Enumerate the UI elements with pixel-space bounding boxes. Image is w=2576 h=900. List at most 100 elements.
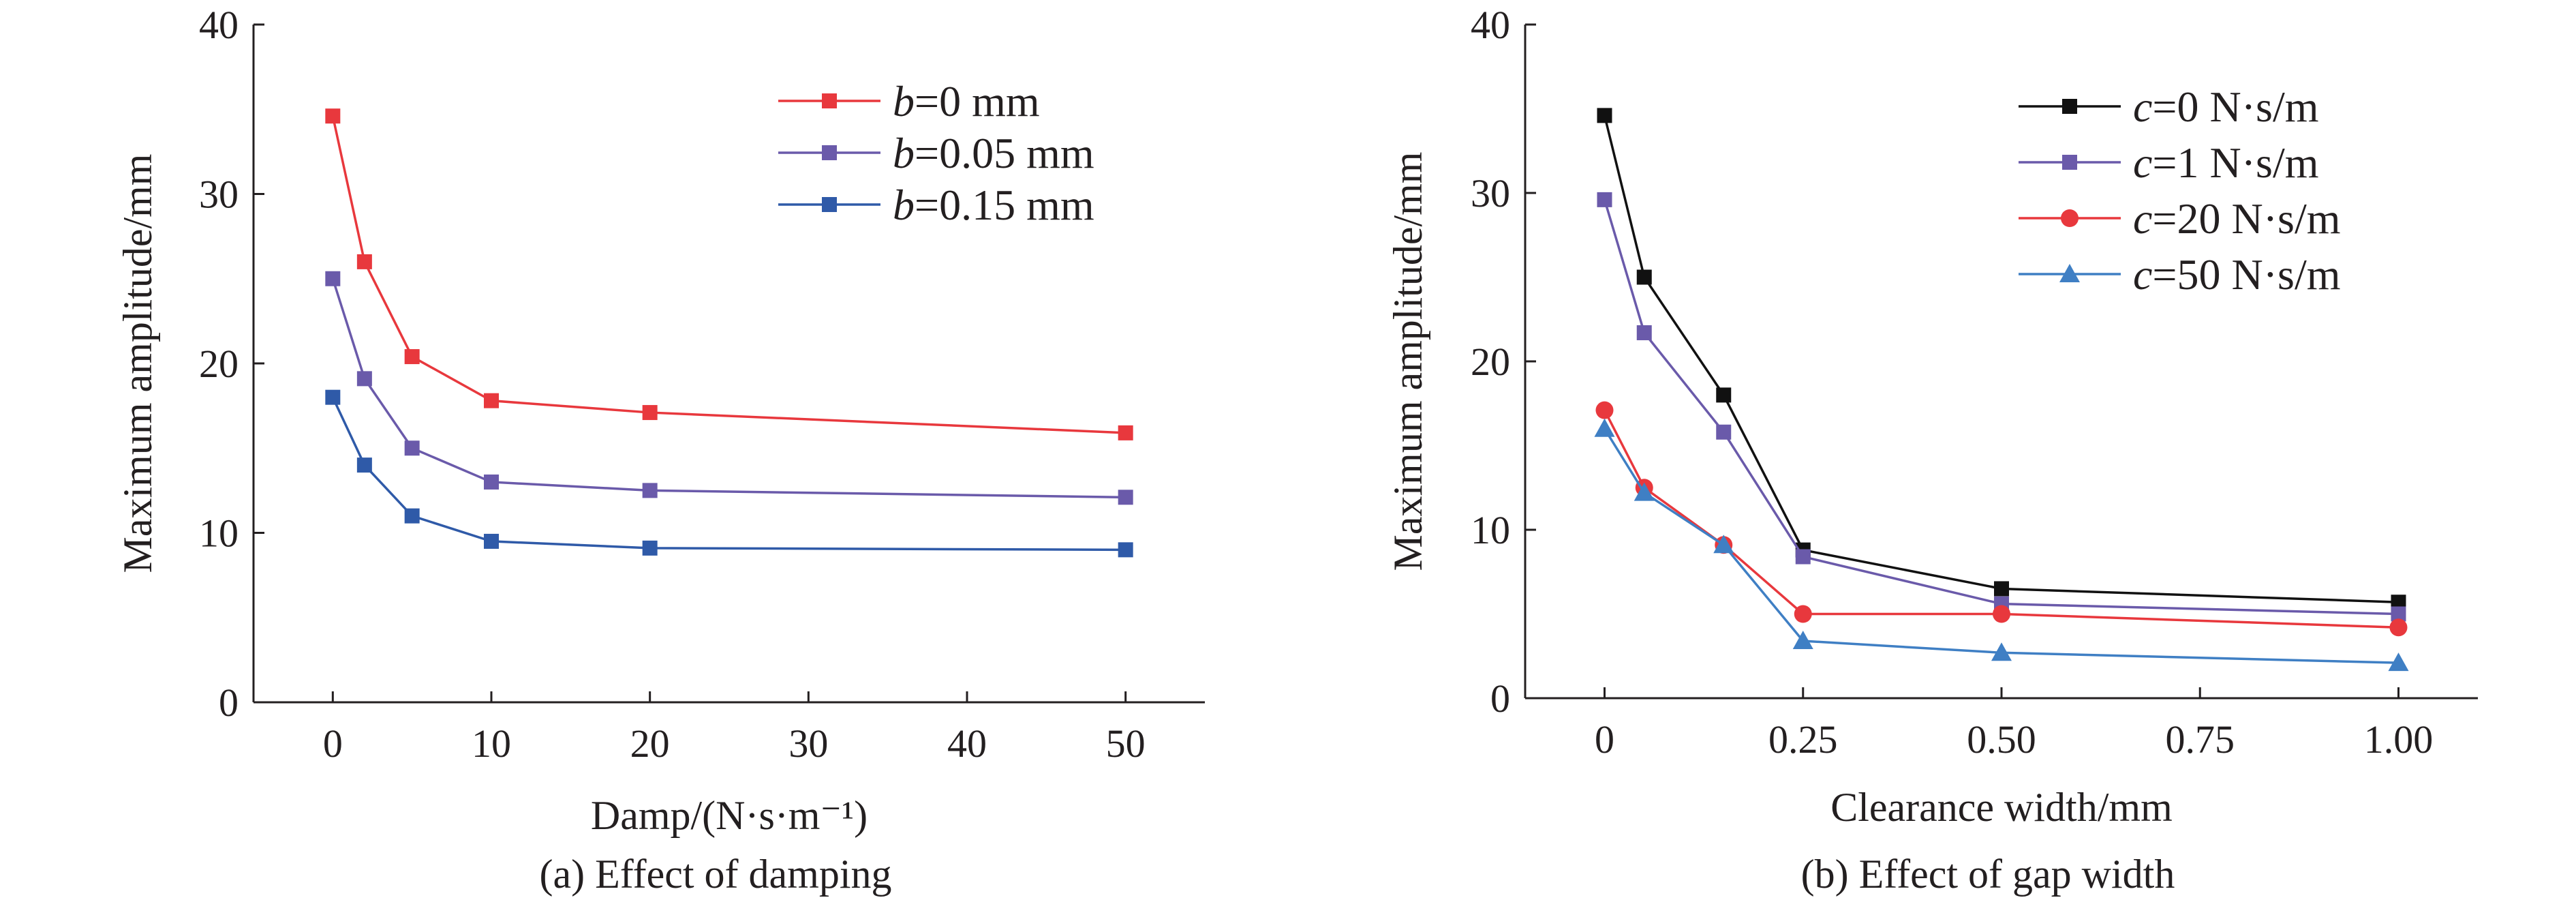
chart-panel-gap-width: 0 10 20 30 40 0 0.25 0.50 0.75 1.00 Clearance widt…: [1385, 3, 2478, 897]
legend-entry: b=0.05 mm: [778, 129, 1094, 177]
data-point: [1991, 642, 2012, 661]
legend-label-value: =50 N·s/m: [2152, 250, 2340, 299]
legend-label: b=0.15 mm: [893, 181, 1094, 229]
data-point: [1118, 425, 1133, 440]
y-tick-label: 10: [1471, 508, 1510, 552]
series-0: [325, 108, 1133, 440]
data-point: [1118, 542, 1133, 558]
chart-panel-damping: 0 10 20 30 40 0 10 20 30 40 50 Damp/(N·s·m⁻¹) Maximu…: [115, 3, 1205, 897]
data-point: [1634, 482, 1655, 501]
data-point: [404, 508, 420, 524]
legend-label: c=1 N·s/m: [2133, 138, 2319, 187]
legend-marker: [822, 197, 837, 212]
data-point: [1594, 418, 1615, 437]
x-axis-label: Clearance width/mm: [1830, 785, 2173, 830]
data-point: [325, 271, 341, 286]
data-point: [642, 540, 658, 556]
data-point: [1597, 192, 1612, 207]
legend-entry: c=0 N·s/m: [2019, 82, 2319, 131]
legend-label: b=0 mm: [893, 77, 1040, 125]
chart-caption: (a) Effect of damping: [539, 852, 891, 897]
legend-label: b=0.05 mm: [893, 129, 1094, 177]
data-point: [2389, 618, 2408, 637]
legend-marker: [822, 145, 837, 160]
series-line: [331, 278, 1126, 499]
data-point: [1794, 605, 1812, 623]
series-line: [331, 396, 1126, 552]
legend-label-variable: c: [2133, 138, 2152, 187]
data-point: [2391, 595, 2406, 610]
series-line: [331, 115, 1126, 434]
data-point: [325, 389, 341, 405]
y-axis-label: Maximum amplitude/mm: [1385, 152, 1430, 571]
legend-label-value: =20 N·s/m: [2152, 194, 2340, 243]
legend-label: c=50 N·s/m: [2133, 250, 2341, 299]
y-tick-label: 30: [199, 172, 239, 217]
data-point: [356, 371, 372, 387]
legend-label-value: =0.15 mm: [915, 181, 1094, 229]
data-point: [642, 405, 658, 421]
x-tick-label: 0: [323, 721, 343, 766]
legend-marker: [2062, 99, 2077, 114]
series-line: [1604, 427, 2399, 664]
legend-marker: [2059, 264, 2080, 282]
data-point: [2388, 652, 2409, 672]
data-point: [642, 483, 658, 498]
data-point: [1713, 535, 1734, 554]
legend-entry: b=0.15 mm: [778, 181, 1094, 229]
x-tick-label: 20: [630, 721, 670, 766]
data-point: [325, 108, 341, 124]
series-2: [325, 389, 1133, 558]
data-point: [1595, 401, 1614, 419]
legend-label-value: =0 N·s/m: [2152, 82, 2318, 131]
legend-label-variable: c: [2133, 194, 2152, 243]
legend-label-value: =0 mm: [915, 77, 1040, 125]
x-tick-label: 0: [1595, 717, 1614, 762]
x-tick-label: 0.50: [1967, 717, 2036, 762]
y-tick-label: 30: [1471, 171, 1510, 215]
series-line: [1603, 115, 2399, 603]
legend-entry: c=50 N·s/m: [2019, 250, 2341, 299]
y-tick-label: 20: [199, 342, 239, 386]
legend-label-variable: c: [2133, 250, 2152, 299]
data-point: [356, 457, 372, 473]
legend-label: c=20 N·s/m: [2133, 194, 2341, 243]
data-point: [1636, 325, 1652, 341]
x-tick-label: 30: [788, 721, 828, 766]
data-point: [1994, 581, 2009, 597]
y-tick-label: 20: [1471, 340, 1510, 384]
legend-label-value: =0.05 mm: [915, 129, 1094, 177]
data-point: [484, 533, 499, 549]
chart-caption: (b) Effect of gap width: [1801, 852, 2175, 897]
data-point: [484, 474, 499, 490]
legend-marker: [2061, 209, 2079, 227]
data-point: [1716, 424, 1732, 440]
data-point: [404, 349, 420, 365]
data-point: [2391, 606, 2406, 622]
legend-entry: c=20 N·s/m: [2019, 194, 2341, 243]
y-tick-label: 0: [219, 680, 239, 725]
series-line: [1603, 199, 2399, 616]
series-3: [1594, 418, 2409, 672]
data-point: [1993, 605, 2010, 623]
data-point: [484, 393, 499, 408]
y-tick-label: 10: [199, 511, 239, 556]
x-tick-label: 50: [1106, 721, 1146, 766]
y-axis-label: Maximum amplitude/mm: [115, 154, 160, 573]
y-tick-label: 40: [1471, 3, 1510, 47]
legend-label: c=0 N·s/m: [2133, 82, 2319, 131]
x-tick-label: 1.00: [2364, 717, 2434, 762]
data-point: [1118, 490, 1133, 505]
legend-marker: [2062, 155, 2077, 170]
legend-label-variable: c: [2133, 82, 2152, 131]
legend-label-variable: b: [893, 77, 915, 125]
x-axis-label: Damp/(N·s·m⁻¹): [591, 793, 868, 838]
x-tick-label: 10: [472, 721, 511, 766]
data-point: [1636, 269, 1652, 285]
legend-entry: c=1 N·s/m: [2019, 138, 2319, 187]
legend-marker: [822, 93, 837, 108]
data-point: [1716, 387, 1732, 403]
y-tick-label: 0: [1490, 676, 1510, 721]
legend-label-value: =1 N·s/m: [2152, 138, 2318, 187]
